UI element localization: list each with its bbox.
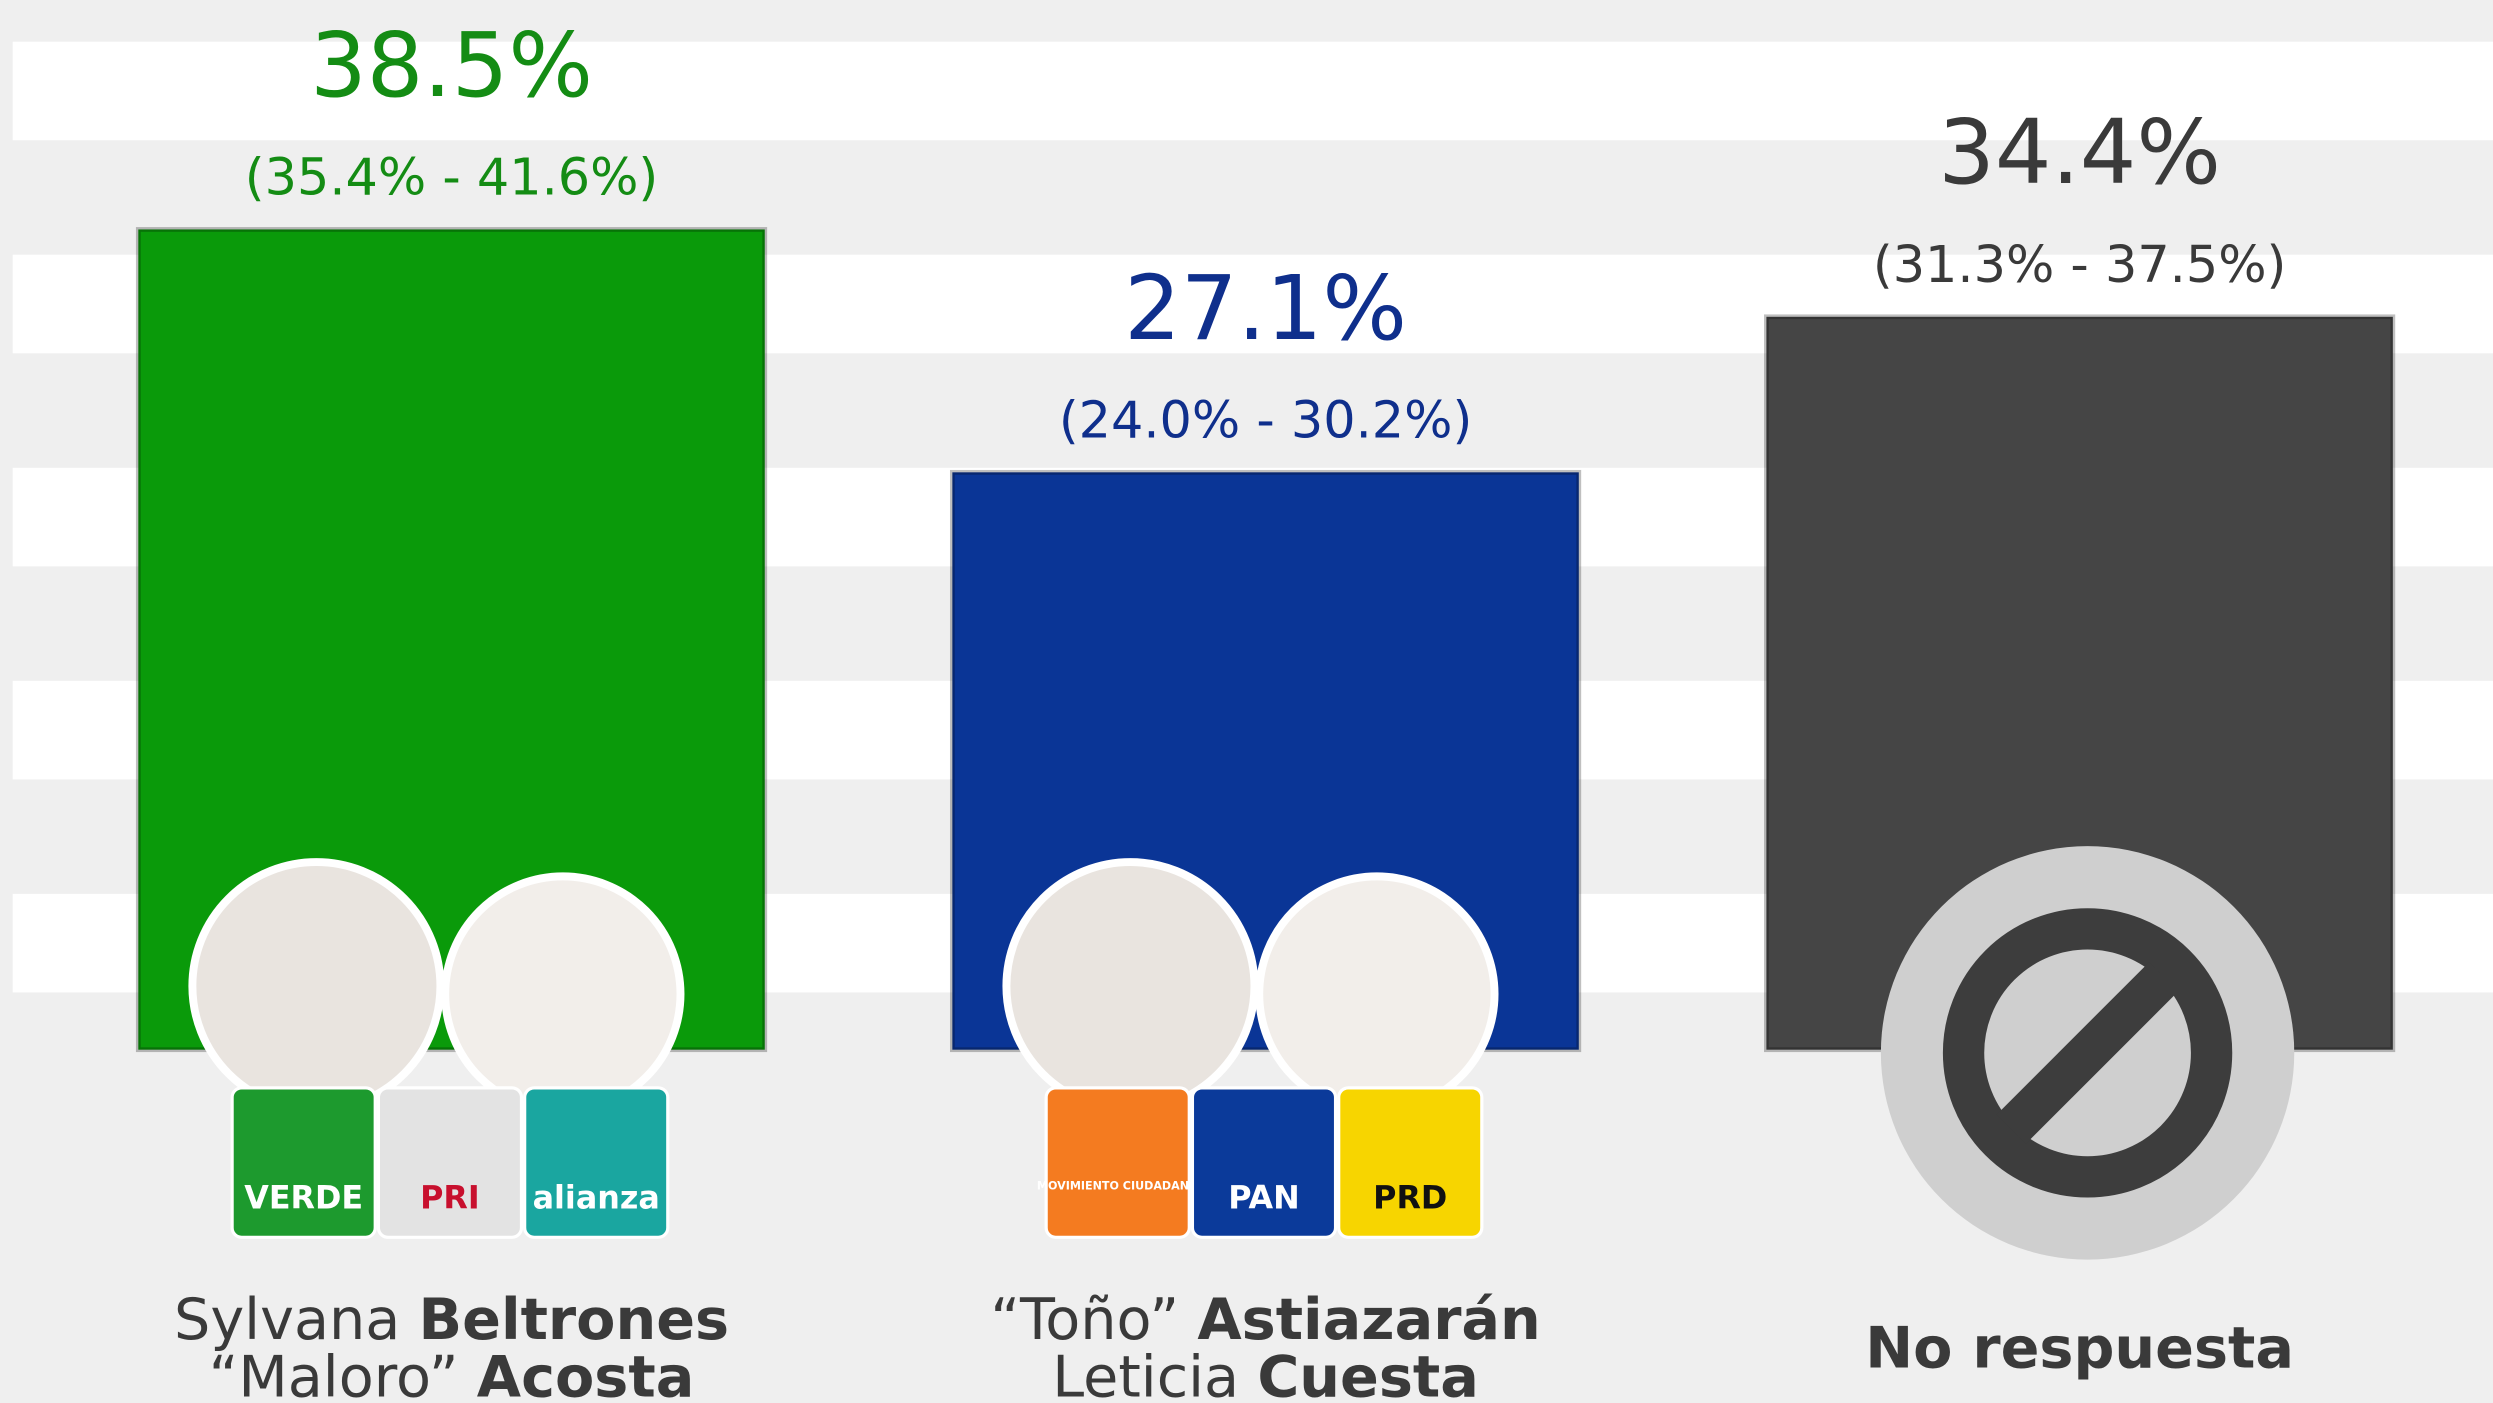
category-label: “Toño” Astiazarán — [990, 1287, 1540, 1353]
interval-label: (31.3% - 37.5%) — [1873, 235, 2287, 294]
category-label: Leticia Cuesta — [1052, 1344, 1479, 1403]
party-logo-label: MOVIMIENTO CIUDADANO — [1037, 1180, 1199, 1193]
party-logo — [1190, 1086, 1338, 1239]
photo — [188, 858, 445, 1115]
value-label: 38.5% — [310, 13, 593, 117]
category-name-space — [1179, 1287, 1197, 1353]
category-label: Sylvana Beltrones — [174, 1287, 729, 1353]
interval-label: (35.4% - 41.6%) — [245, 147, 659, 206]
category-name-bold: Cuesta — [1257, 1344, 1479, 1403]
value-label: 34.4% — [1938, 100, 2221, 204]
category-name-bold: Beltrones — [419, 1287, 730, 1353]
category-name-light: “Toño” — [990, 1287, 1179, 1353]
party-logo — [523, 1086, 670, 1239]
interval-label: (24.0% - 30.2%) — [1059, 390, 1473, 449]
party-logo — [1044, 1086, 1191, 1239]
party-logo-label: VERDE — [244, 1180, 363, 1217]
photo — [441, 872, 685, 1116]
party-logo-label: alianza — [533, 1180, 660, 1217]
party-logo-label: PRD — [1373, 1180, 1447, 1217]
category-name-bold: Acosta — [477, 1344, 695, 1403]
category-name-bold: Astiazarán — [1197, 1287, 1540, 1353]
party-logo — [376, 1086, 524, 1239]
stripe — [12, 41, 2493, 141]
icon-ring — [1942, 908, 2233, 1198]
no-answer-icon — [1880, 846, 2295, 1260]
category-name-space — [400, 1287, 418, 1353]
party-logo-label: PAN — [1228, 1180, 1300, 1217]
value-label: 27.1% — [1124, 256, 1407, 360]
party-logo-label: PRI — [420, 1180, 480, 1217]
category-name-bold: No respuesta — [1865, 1316, 2294, 1382]
category-name-space — [1239, 1344, 1257, 1403]
category-name-light: “Maloro” — [209, 1344, 459, 1403]
category-name-light: Sylvana — [174, 1287, 400, 1353]
category-name-light: Leticia — [1052, 1344, 1239, 1403]
category-label: “Maloro” Acosta — [209, 1344, 695, 1403]
category-label: No respuesta — [1865, 1316, 2294, 1382]
icon-slash — [1996, 961, 2179, 1144]
photo — [1255, 872, 1499, 1116]
photo — [1002, 858, 1259, 1115]
category-name-space — [459, 1344, 477, 1403]
party-logo — [1337, 1086, 1484, 1239]
party-logo — [230, 1086, 377, 1239]
